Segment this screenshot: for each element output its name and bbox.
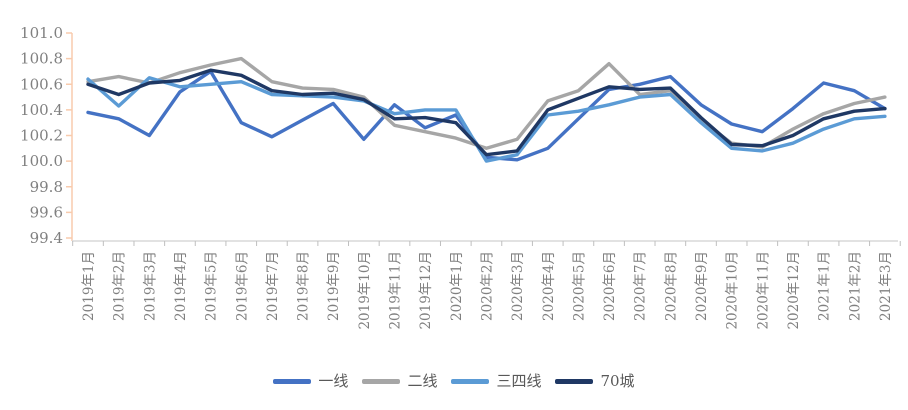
x-axis-month-label: 2021年2月 [847, 251, 863, 321]
series-line-3-70城 [86, 68, 887, 157]
x-axis-month-label: 2020年7月 [633, 251, 649, 321]
x-axis-month-label: 2020年11月 [755, 251, 771, 330]
x-axis-month-label: 2020年5月 [571, 251, 587, 321]
chart-legend: 一线 二线 三四线 70城 [0, 374, 908, 389]
legend-item-2: 三四线 [451, 374, 541, 389]
x-axis-month-label: 2019年2月 [112, 251, 128, 321]
x-axis-month-label: 2019年10月 [357, 251, 373, 330]
y-axis-tick-label: 100.0 [20, 152, 63, 170]
x-axis-month-label: 2019年12月 [418, 251, 434, 330]
x-axis-month-label: 2019年7月 [265, 251, 281, 321]
legend-line-swatch [362, 379, 401, 384]
legend-item-1: 二线 [362, 374, 437, 389]
series-line-0-一线 [86, 69, 887, 162]
x-axis-month-label: 2020年9月 [694, 251, 710, 321]
x-axis-month-label: 2020年1月 [449, 251, 465, 321]
x-axis-month-label: 2020年6月 [602, 251, 618, 321]
x-axis-month-label: 2019年9月 [326, 251, 342, 321]
y-axis-tick-label: 100.8 [20, 50, 63, 68]
legend-item-3: 70城 [555, 372, 635, 390]
y-axis-tick-label: 101.0 [20, 24, 63, 42]
x-axis-month-label: 2019年3月 [142, 251, 158, 321]
x-axis-month-label: 2021年1月 [817, 251, 833, 321]
x-axis-month-label: 2020年4月 [541, 251, 557, 321]
y-axis-tick-label: 99.8 [30, 178, 63, 196]
x-axis-month-label: 2019年1月 [81, 251, 97, 321]
x-axis-month-label: 2020年10月 [725, 251, 741, 330]
x-axis-month-label: 2019年11月 [388, 251, 404, 330]
legend-label: 70城 [600, 372, 635, 390]
y-axis-tick-label: 100.6 [20, 75, 63, 93]
x-axis-month-label: 2020年8月 [663, 251, 679, 321]
legend-label: 三四线 [496, 372, 542, 390]
series-line-2-三四线 [86, 76, 887, 163]
x-axis-month-label: 2019年6月 [234, 251, 250, 321]
x-axis-month-label: 2021年3月 [878, 251, 894, 321]
x-axis-month-label: 2020年2月 [479, 251, 495, 321]
x-axis-month-label: 2019年4月 [173, 251, 189, 321]
y-axis-tick-label: 99.6 [30, 203, 63, 221]
legend-label: 二线 [407, 372, 438, 390]
legend-item-0: 一线 [273, 374, 348, 389]
x-axis-month-label: 2020年3月 [510, 251, 526, 321]
y-axis-tick-label: 99.4 [30, 229, 63, 247]
x-axis-month-label: 2019年5月 [204, 251, 220, 321]
legend-label: 一线 [318, 372, 349, 390]
y-axis-tick-label: 100.2 [20, 127, 63, 145]
legend-line-swatch [451, 379, 490, 384]
x-axis-month-label: 2020年12月 [786, 251, 802, 330]
x-axis-month-label: 2019年8月 [296, 251, 312, 321]
legend-line-swatch [555, 379, 594, 384]
legend-line-swatch [273, 379, 312, 384]
y-axis-tick-label: 100.4 [20, 101, 63, 119]
